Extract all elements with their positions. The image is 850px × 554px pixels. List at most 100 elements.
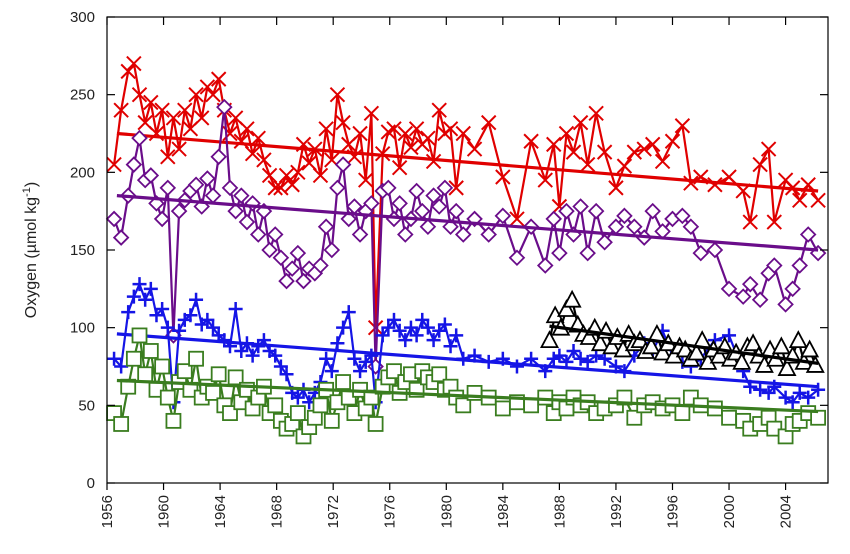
data-point [278,167,295,184]
data-point [363,105,380,122]
data-point [494,400,511,417]
data-point [244,145,261,162]
data-point [267,180,283,196]
data-point [455,125,471,142]
trend-line [116,332,819,389]
data-point [587,202,605,220]
data-point [552,348,567,363]
data-point [126,289,141,304]
data-point [335,374,351,390]
data-point [391,195,408,212]
data-point [160,320,175,335]
data-point [692,244,710,262]
data-point [777,358,797,376]
data-point [289,244,307,262]
data-point [409,328,424,343]
data-point [709,345,729,364]
data-point [572,114,589,131]
x-tick-label: 1976 [382,495,399,528]
data-point [413,202,431,220]
data-point [238,213,256,231]
data-point [420,320,435,335]
data-point [777,296,794,313]
data-point [742,214,758,230]
data-point [722,328,737,343]
data-point [562,289,582,308]
data-point [596,233,613,251]
data-point [546,136,562,153]
data-point [189,292,204,307]
data-point [524,351,539,366]
data-point [752,156,768,173]
data-point [608,180,624,196]
data-point [228,302,243,317]
y-axis-title-sup: -1 [21,187,33,197]
data-point [170,202,188,220]
data-point [784,280,801,298]
data-point [495,169,511,185]
data-point [319,351,334,366]
data-point [249,226,267,243]
data-point [636,141,652,157]
data-point [312,257,329,274]
data-point [336,320,351,335]
data-point [114,359,129,374]
data-point [391,159,408,176]
data-point [121,305,136,320]
x-tick-label: 1992 [608,495,625,528]
data-point [626,144,643,160]
x-tick-label: 1960 [156,495,173,528]
data-point [420,130,436,146]
data-point [683,175,699,191]
series-plus [107,277,826,410]
data-point [330,336,345,351]
data-point [674,118,691,134]
trend-line [116,378,819,414]
data-point [233,133,250,149]
y-tick-label: 300 [70,9,95,26]
x-tick-label: 1956 [99,495,116,528]
data-point [448,180,464,196]
data-point [261,241,278,259]
data-point [572,198,589,215]
x-tick-label: 1984 [495,495,512,528]
data-point [131,86,148,103]
data-point [392,323,407,338]
data-point [335,114,351,131]
data-point [455,397,472,414]
data-point [183,308,198,323]
data-point [616,158,633,174]
data-point [771,336,791,355]
data-point [165,110,182,126]
data-point [556,299,576,317]
y-tick-label: 50 [78,397,95,414]
data-point [272,249,290,267]
data-point [295,272,312,290]
data-point [753,382,768,397]
data-point [239,121,255,137]
x-tick-label: 1996 [664,495,681,528]
data-point [290,164,306,181]
data-point [558,202,575,220]
data-point [644,202,661,220]
data-point [426,333,441,348]
data-point [653,342,673,361]
data-point [177,102,193,118]
data-point [579,327,599,345]
data-point [137,366,154,383]
data-point [447,202,465,220]
data-point [791,257,808,274]
data-point [539,330,559,348]
data-point [419,218,437,235]
data-point [431,102,447,118]
data-point [131,327,148,344]
data-point [644,136,661,153]
data-point [138,292,153,307]
y-tick-label: 0 [87,475,95,492]
data-point [261,167,278,184]
data-point [125,156,143,173]
data-point [430,198,448,215]
data-point [187,176,205,194]
data-point [105,210,123,228]
x-tick-label: 1964 [212,495,229,528]
